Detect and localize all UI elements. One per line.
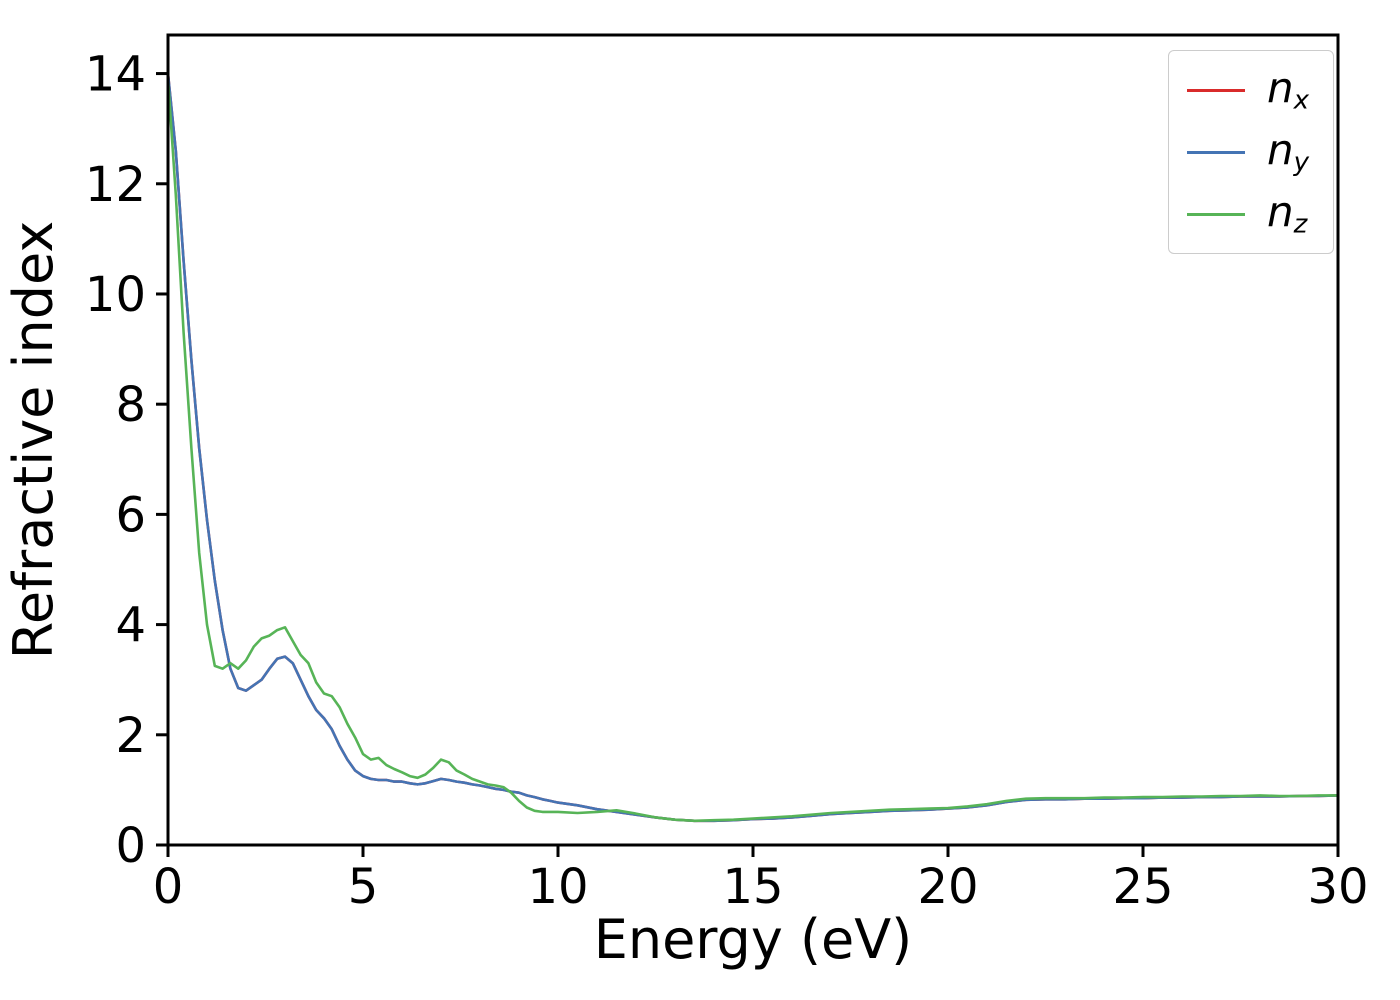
series-line-nx [166,72,1340,823]
x-tick-label: 10 [527,859,588,915]
axes-frame [166,33,1340,847]
legend: nx ny nz [1167,50,1334,254]
legend-item-ny: ny [1186,124,1309,178]
legend-item-nz: nz [1186,186,1309,240]
legend-line-nz [1186,212,1245,216]
legend-line-ny [1186,150,1245,154]
x-tick-label: 5 [348,859,379,915]
legend-label-nz: nz [1266,186,1308,240]
y-tick-label: 10 [85,267,146,323]
x-tick-label: 30 [1307,859,1368,915]
y-tick-label: 4 [115,598,146,654]
y-tick-label: 12 [85,157,146,213]
y-tick-label: 2 [115,708,146,764]
y-tick-label: 6 [115,487,146,543]
x-tick-label: 20 [917,859,978,915]
x-tick-label: 0 [153,859,184,915]
x-tick-label: 15 [722,859,783,915]
y-tick-label: 8 [115,377,146,433]
x-axis-label: Energy (eV) [594,908,913,971]
legend-label-ny: ny [1266,124,1309,178]
y-tick-label: 0 [115,818,146,874]
legend-item-nx: nx [1186,62,1309,116]
series-line-ny [166,72,1340,823]
y-tick-label: 14 [85,47,146,103]
y-axis-label: Refractive index [2,221,65,660]
legend-line-nx [1186,88,1245,92]
x-tick-label: 25 [1112,859,1173,915]
legend-label-nx: nx [1266,62,1309,116]
series-line-nz [166,77,1340,823]
